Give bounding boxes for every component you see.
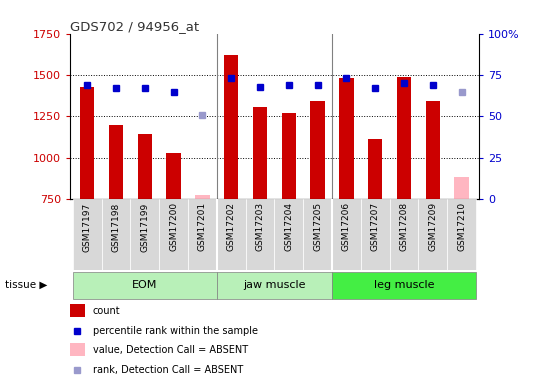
Text: GSM17204: GSM17204	[284, 202, 293, 251]
Text: GDS702 / 94956_at: GDS702 / 94956_at	[70, 20, 199, 33]
Text: GSM17209: GSM17209	[428, 202, 437, 251]
Bar	[188, 199, 217, 270]
Text: EOM: EOM	[132, 280, 158, 290]
Text: GSM17203: GSM17203	[256, 202, 265, 251]
Text: count: count	[93, 306, 120, 316]
Bar	[303, 199, 332, 270]
Bar	[130, 199, 159, 270]
Bar	[138, 134, 152, 199]
Bar	[419, 199, 447, 270]
Text: GSM17198: GSM17198	[111, 202, 121, 252]
Text: tissue ▶: tissue ▶	[5, 280, 48, 290]
Bar	[339, 78, 353, 199]
Text: leg muscle: leg muscle	[374, 280, 434, 290]
Text: GSM17205: GSM17205	[313, 202, 322, 251]
Bar	[102, 199, 130, 270]
Bar	[274, 199, 303, 270]
Bar	[368, 140, 383, 199]
Bar	[245, 199, 274, 270]
Bar	[73, 272, 217, 298]
Bar	[70, 343, 85, 356]
Bar	[159, 199, 188, 270]
Text: GSM17199: GSM17199	[140, 202, 150, 252]
Bar	[166, 153, 181, 199]
Text: GSM17207: GSM17207	[371, 202, 380, 251]
Bar	[224, 55, 238, 199]
Text: jaw muscle: jaw muscle	[243, 280, 306, 290]
Bar	[390, 199, 419, 270]
Bar	[361, 199, 390, 270]
Text: rank, Detection Call = ABSENT: rank, Detection Call = ABSENT	[93, 365, 243, 375]
Bar	[332, 199, 361, 270]
Bar	[455, 177, 469, 199]
Text: GSM17201: GSM17201	[198, 202, 207, 251]
Text: GSM17210: GSM17210	[457, 202, 466, 251]
Bar	[253, 107, 267, 199]
Text: value, Detection Call = ABSENT: value, Detection Call = ABSENT	[93, 345, 247, 355]
Bar	[73, 199, 102, 270]
Bar	[217, 199, 245, 270]
Text: GSM17208: GSM17208	[399, 202, 408, 251]
Bar	[426, 101, 440, 199]
Bar	[332, 272, 476, 298]
Text: GSM17197: GSM17197	[83, 202, 91, 252]
Bar	[310, 101, 325, 199]
Text: percentile rank within the sample: percentile rank within the sample	[93, 326, 258, 336]
Bar	[447, 199, 476, 270]
Bar	[397, 76, 411, 199]
Bar	[195, 195, 210, 199]
Text: GSM17206: GSM17206	[342, 202, 351, 251]
Bar	[70, 304, 85, 317]
Bar	[109, 124, 123, 199]
Text: GSM17200: GSM17200	[169, 202, 178, 251]
Bar	[217, 272, 332, 298]
Bar	[281, 113, 296, 199]
Bar	[80, 87, 94, 199]
Text: GSM17202: GSM17202	[226, 202, 236, 251]
